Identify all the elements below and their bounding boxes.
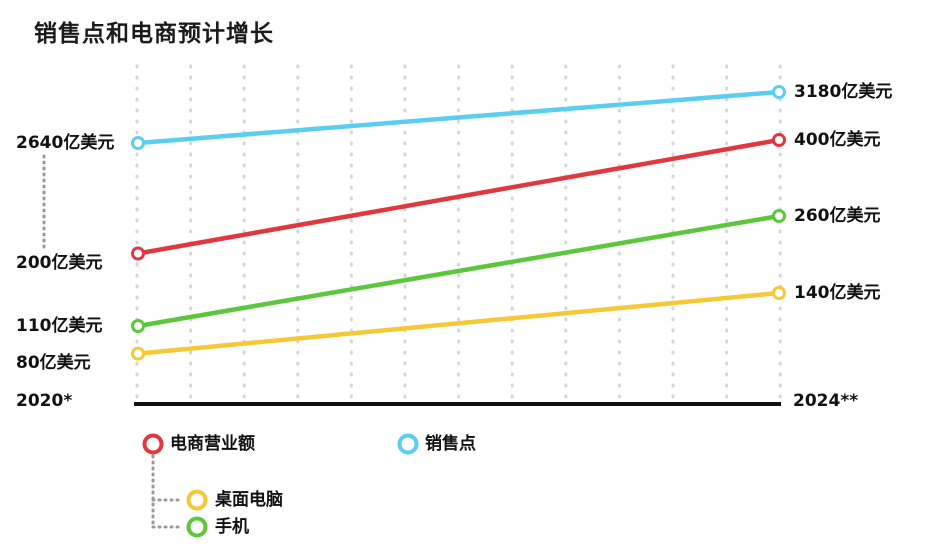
value-label-ecom-2020: 200亿美元 (16, 252, 103, 273)
value-label-ecom-2024: 400亿美元 (794, 129, 881, 150)
series-line-ecom (135, 137, 782, 256)
value-label-mobile-2024: 260亿美元 (794, 205, 881, 226)
value-label-mobile-2020: 110亿美元 (16, 315, 103, 336)
legend-marker-pos (397, 433, 419, 455)
data-point-pos-2020 (131, 136, 145, 150)
value-label-desktop-2020: 80亿美元 (16, 352, 91, 373)
data-point-ecom-2020 (131, 246, 145, 261)
data-point-pos-2024 (772, 85, 786, 99)
series-line-mobile (135, 213, 782, 329)
data-point-mobile-2020 (131, 319, 145, 333)
x-axis: 2020* 2024** (16, 391, 858, 411)
data-point-mobile-2024 (772, 209, 786, 223)
value-label-desktop-2024: 140亿美元 (794, 282, 881, 303)
chart-title: 销售点和电商预计增长 (34, 21, 274, 47)
data-point-desktop-2020 (131, 346, 145, 361)
legend-marker-desktop (186, 489, 208, 511)
data-point-desktop-2024 (772, 286, 786, 300)
label-connectors (42, 154, 185, 529)
series-lines (131, 85, 786, 361)
series-line-pos (135, 89, 782, 146)
value-label-pos-2020: 2640亿美元 (16, 132, 114, 153)
value-label-pos-2024: 3180亿美元 (794, 81, 892, 102)
legend-marker-ecom (142, 433, 164, 455)
legend-label-desktop: 桌面电脑 (215, 489, 283, 510)
series-line-desktop (135, 290, 782, 356)
data-point-ecom-2024 (772, 133, 786, 147)
legend-marker-mobile (186, 516, 208, 538)
legend-label-ecom: 电商营业额 (170, 433, 255, 454)
legend-label-pos: 销售点 (425, 433, 476, 454)
legend-label-mobile: 手机 (215, 516, 249, 537)
data-labels: 2640亿美元 3180亿美元 200亿美元 400亿美元 110亿美元 260亿美元 80… (16, 81, 892, 373)
x-tick-label-2020: 2020* (16, 391, 72, 411)
x-tick-label-2024: 2024** (793, 391, 858, 411)
legend-connector (151, 454, 185, 529)
